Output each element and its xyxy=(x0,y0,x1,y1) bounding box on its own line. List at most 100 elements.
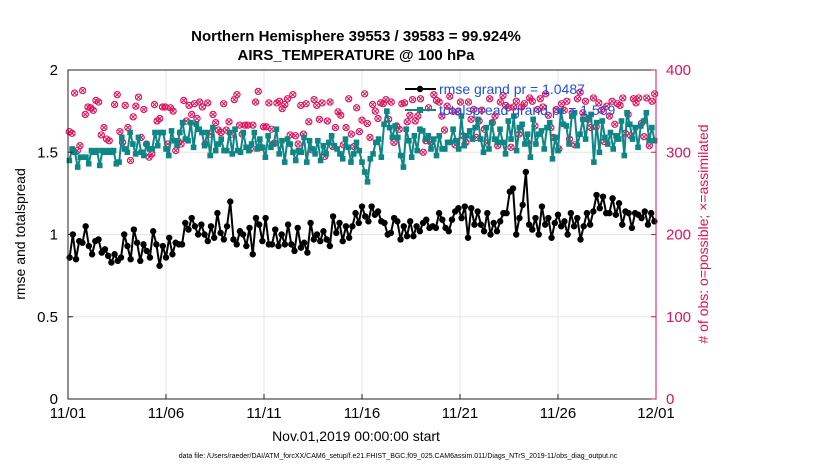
series-spread-point xyxy=(152,129,158,136)
obs-assimilated-point xyxy=(266,100,272,106)
series-rmse-point xyxy=(413,223,420,230)
series-spread-point xyxy=(599,118,605,124)
obs-possible-point xyxy=(289,91,297,99)
series-rmse-point xyxy=(104,252,112,260)
obs-possible-point xyxy=(536,95,544,103)
series-rmse-point xyxy=(558,223,565,230)
series-rmse-point xyxy=(503,209,510,217)
series-spread-point xyxy=(149,146,155,152)
series-rmse-point xyxy=(313,231,321,238)
obs-assimilated-point xyxy=(274,100,280,106)
obs-assimilated-point xyxy=(577,89,583,95)
obs-assimilated-point xyxy=(263,124,269,130)
series-rmse-point xyxy=(162,254,170,261)
series-rmse-point xyxy=(538,203,546,210)
obs-possible-point xyxy=(121,101,129,110)
y-axis-right-label: # of obs: o=possible; ×=assimilated xyxy=(695,124,711,343)
obs-assimilated-point xyxy=(380,101,386,107)
series-rmse-point xyxy=(204,237,211,245)
obs-assimilated-point xyxy=(620,95,626,101)
obs-assimilated-point xyxy=(412,118,418,124)
series-rmse-point xyxy=(185,226,192,233)
obs-assimilated-point xyxy=(72,90,78,96)
obs-assimilated-point xyxy=(327,99,333,105)
obs-assimilated-point xyxy=(596,100,602,106)
series-spread-point xyxy=(373,139,379,146)
series-rmse-point xyxy=(130,226,138,233)
series-spread-point xyxy=(160,129,167,136)
series-rmse-point xyxy=(580,223,587,230)
series-rmse-point xyxy=(317,237,324,245)
obs-possible-point xyxy=(100,123,108,132)
obs-possible-point xyxy=(605,112,614,120)
series-rmse-point xyxy=(198,221,205,228)
left-axis-ticks: 0 0.5 1 1.5 2 xyxy=(37,62,73,408)
series-spread-point xyxy=(384,108,390,114)
series-rmse-point xyxy=(259,237,266,245)
obs-assimilated-point xyxy=(367,134,373,140)
x-axis-ticks: 11/01 11/06 11/11 11/16 11/21 11/26 12/01 xyxy=(50,394,675,422)
obs-assimilated-point xyxy=(205,100,211,106)
series-spread-point xyxy=(303,159,310,165)
obs-assimilated-point xyxy=(492,113,498,119)
series-spread-point xyxy=(541,146,547,152)
obs-assimilated-point xyxy=(151,101,158,108)
obs-assimilated-point xyxy=(545,112,551,118)
obs-possible-point xyxy=(371,107,379,115)
series-spread-point xyxy=(649,124,655,131)
obs-assimilated-point xyxy=(332,125,338,131)
series-rmse-point xyxy=(647,209,655,217)
obs-assimilated-point xyxy=(127,157,134,164)
series-spread-point xyxy=(193,121,200,128)
series-spread-point xyxy=(524,131,531,137)
obs-possible-point xyxy=(180,96,188,105)
series-spread-point xyxy=(177,129,183,136)
obs-possible-point xyxy=(361,90,369,98)
series-rmse-point xyxy=(345,234,353,241)
obs-assimilated-point xyxy=(617,102,623,108)
obs-assimilated-point xyxy=(268,126,275,132)
obs-assimilated-point xyxy=(388,99,394,105)
obs-assimilated-point xyxy=(553,106,559,113)
obs-assimilated-point xyxy=(319,100,325,106)
obs-possible-point xyxy=(347,130,356,138)
series-rmse-point xyxy=(529,226,536,233)
series-rmse-point xyxy=(612,211,620,218)
series-spread-point xyxy=(538,128,545,134)
series-spread-point xyxy=(188,119,194,126)
obs-assimilated-point xyxy=(362,91,368,97)
obs-possible-point xyxy=(345,95,353,103)
obs-assimilated-point xyxy=(609,98,615,104)
obs-possible-point xyxy=(105,137,113,145)
series-rmse-point xyxy=(554,211,562,218)
series-spread-point xyxy=(315,137,321,144)
obs-possible-point xyxy=(366,133,374,142)
series-spread-point xyxy=(121,146,128,152)
obs-assimilated-point xyxy=(199,104,205,110)
x-tick-label-5: 11/26 xyxy=(540,405,576,422)
obs-possible-point xyxy=(576,88,584,96)
series-spread-point xyxy=(466,128,473,134)
series-spread-point xyxy=(345,144,351,151)
obs-possible-point xyxy=(129,113,137,121)
obs-assimilated-point xyxy=(354,105,360,111)
series-spread-point xyxy=(497,126,503,133)
left-tick-label-0: 0 xyxy=(50,391,58,408)
obs-possible-point xyxy=(204,99,212,107)
series-spread-point xyxy=(549,156,556,162)
series-rmse-point xyxy=(394,218,401,225)
series-spread-point xyxy=(475,116,481,123)
series-spread-point xyxy=(279,137,285,144)
obs-possible-point xyxy=(403,118,411,126)
series-spread-point xyxy=(163,146,169,152)
obs-assimilated-point xyxy=(420,149,426,155)
y-axis-left-label: rmse and totalspread xyxy=(12,168,28,300)
series-spread-point xyxy=(223,147,230,154)
data-file-footnote: data file: /Users/raeder/DAI/ATM_forcXX/… xyxy=(179,453,618,460)
series-spread-point xyxy=(361,169,368,175)
series-spread-point xyxy=(461,142,467,149)
series-spread-point xyxy=(248,141,255,147)
series-spread-point xyxy=(419,128,426,134)
series-rmse-point xyxy=(362,213,369,220)
obs-possible-point xyxy=(643,94,651,102)
